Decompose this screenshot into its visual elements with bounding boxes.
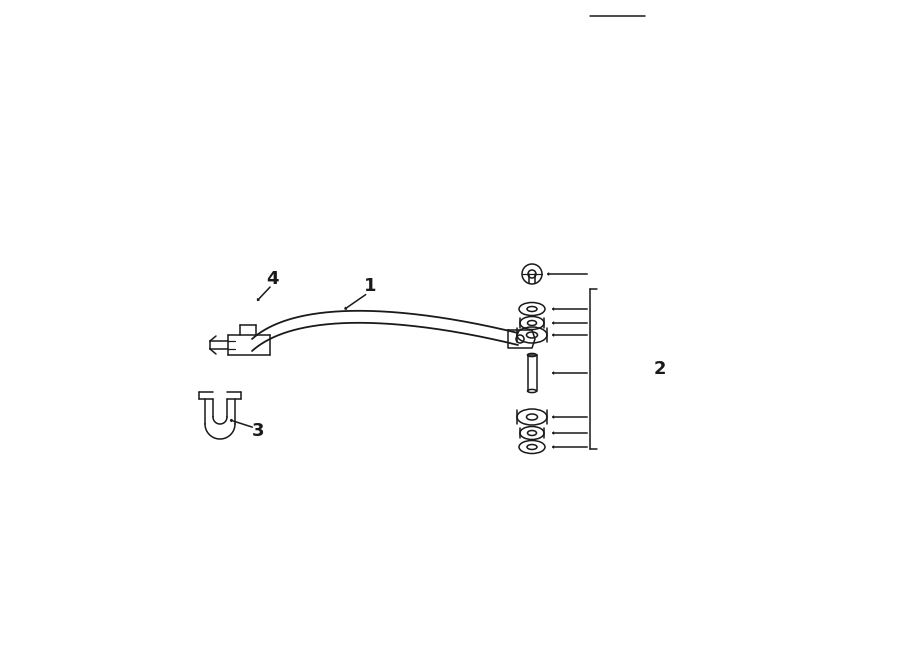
Text: 4: 4 <box>266 270 278 288</box>
Text: 3: 3 <box>252 422 265 440</box>
Text: 1: 1 <box>364 277 376 295</box>
Text: 2: 2 <box>653 360 666 378</box>
